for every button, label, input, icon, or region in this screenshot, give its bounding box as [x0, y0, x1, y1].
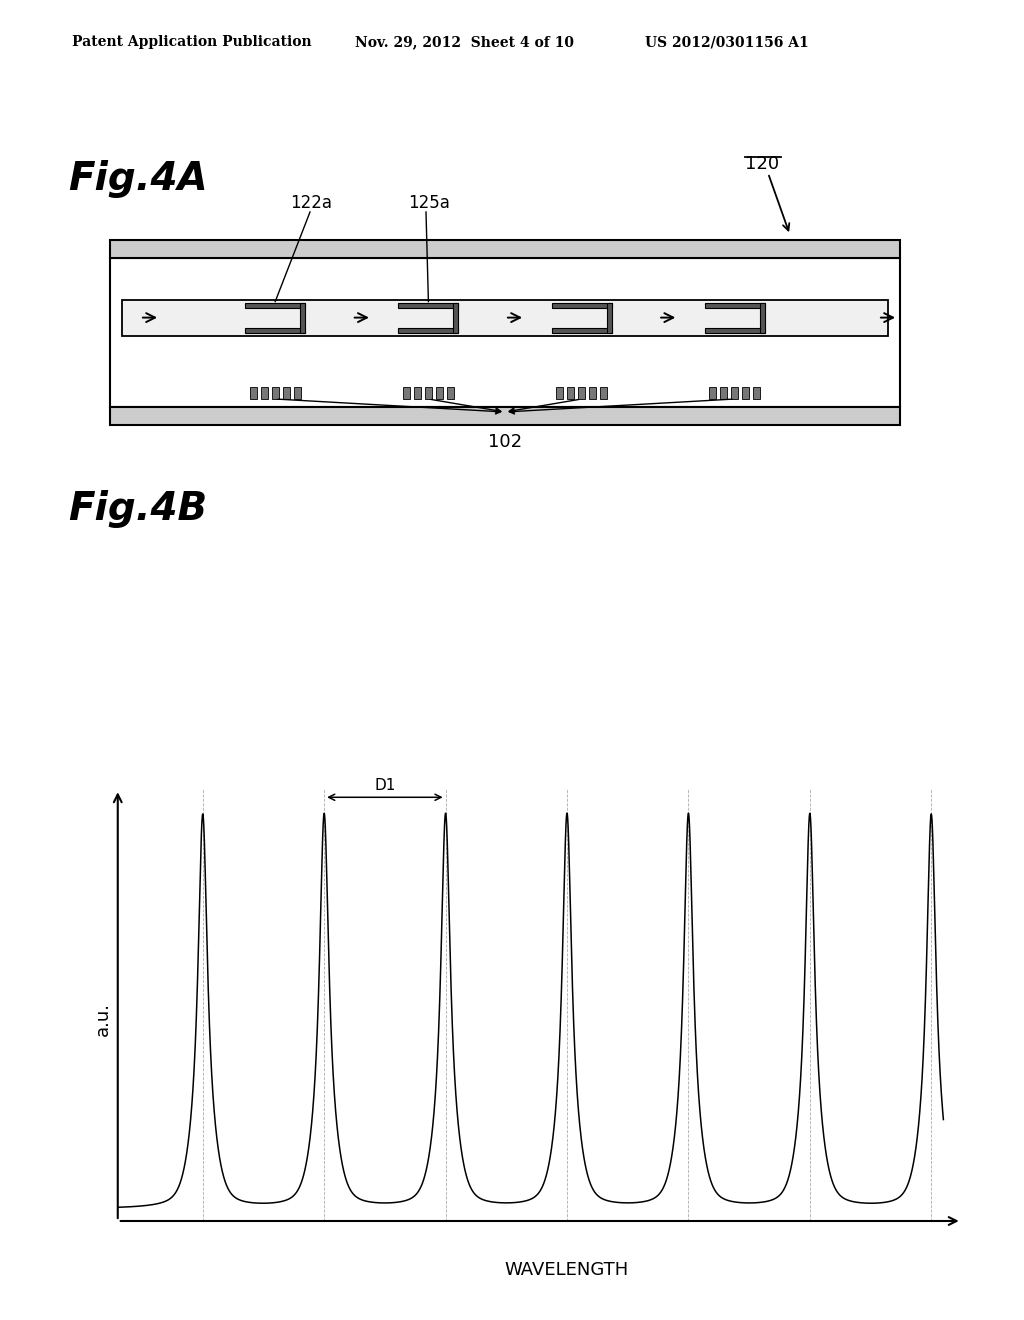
- Bar: [556, 387, 563, 399]
- Bar: [398, 302, 459, 308]
- Bar: [589, 387, 596, 399]
- Bar: [294, 387, 301, 399]
- Bar: [552, 327, 611, 333]
- Bar: [261, 387, 267, 399]
- Bar: [754, 387, 760, 399]
- Bar: [600, 387, 607, 399]
- Bar: [742, 387, 750, 399]
- Bar: [250, 387, 257, 399]
- Bar: [436, 387, 443, 399]
- Bar: [414, 387, 421, 399]
- Bar: [245, 327, 305, 333]
- Bar: [606, 302, 611, 333]
- Bar: [271, 387, 279, 399]
- Bar: [710, 387, 717, 399]
- Text: a.u.: a.u.: [94, 1002, 113, 1036]
- Bar: [446, 387, 454, 399]
- Bar: [245, 302, 305, 308]
- Text: 120: 120: [745, 154, 779, 173]
- Text: WAVELENGTH: WAVELENGTH: [505, 1261, 629, 1279]
- Bar: [760, 302, 765, 333]
- Bar: [110, 240, 900, 257]
- Bar: [398, 327, 459, 333]
- Bar: [567, 387, 574, 399]
- Text: Patent Application Publication: Patent Application Publication: [72, 36, 311, 49]
- Text: 125a: 125a: [408, 194, 450, 213]
- Bar: [300, 302, 305, 333]
- Bar: [552, 302, 611, 308]
- Bar: [454, 302, 459, 333]
- Bar: [579, 387, 585, 399]
- Bar: [705, 302, 765, 308]
- Text: 102: 102: [488, 433, 522, 451]
- Text: Fig.4A: Fig.4A: [68, 160, 208, 198]
- Bar: [402, 387, 410, 399]
- Bar: [720, 387, 727, 399]
- Bar: [110, 407, 900, 425]
- Text: Nov. 29, 2012  Sheet 4 of 10: Nov. 29, 2012 Sheet 4 of 10: [355, 36, 574, 49]
- Bar: [425, 387, 432, 399]
- Bar: [122, 300, 888, 335]
- Bar: [283, 387, 290, 399]
- Text: 122a: 122a: [290, 194, 332, 213]
- Bar: [731, 387, 738, 399]
- Text: Fig.4B: Fig.4B: [68, 490, 207, 528]
- Bar: [705, 327, 765, 333]
- Bar: [110, 257, 900, 407]
- Text: D1: D1: [374, 779, 395, 793]
- Text: US 2012/0301156 A1: US 2012/0301156 A1: [645, 36, 809, 49]
